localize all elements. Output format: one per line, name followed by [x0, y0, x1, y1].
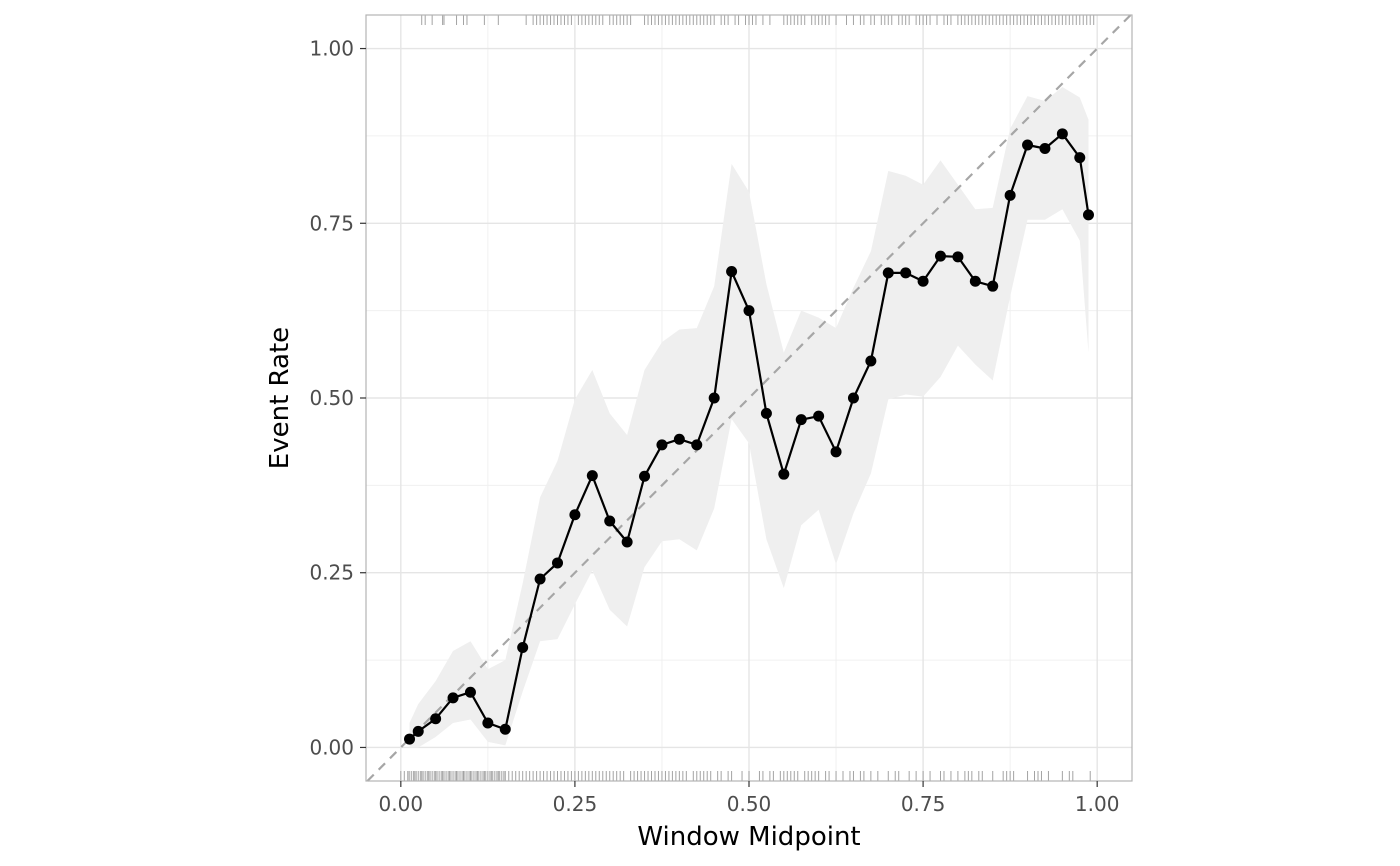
data-point — [987, 280, 999, 292]
data-point — [778, 468, 790, 480]
data-point — [1004, 189, 1016, 201]
y-tick-label: 0.25 — [309, 561, 354, 585]
reference-diagonal-line — [366, 14, 1132, 782]
data-point — [917, 275, 929, 287]
x-tick-label: 0.25 — [553, 792, 598, 816]
data-point — [1074, 152, 1086, 164]
data-point — [691, 439, 703, 451]
x-axis-ticks: 0.00 0.25 0.50 0.75 1.00 — [379, 781, 1120, 816]
x-tick-label: 0.00 — [379, 792, 424, 816]
data-point — [639, 470, 651, 482]
data-point — [552, 557, 563, 569]
data-point — [882, 267, 894, 279]
data-point — [447, 692, 459, 704]
y-tick-label: 0.75 — [309, 211, 354, 235]
x-tick-label: 0.75 — [901, 792, 946, 816]
data-point — [517, 642, 529, 654]
data-point — [430, 713, 442, 725]
data-point — [708, 392, 720, 404]
data-point — [743, 305, 755, 317]
data-point — [726, 265, 738, 277]
data-point — [412, 725, 424, 737]
reference-line-layer — [366, 14, 1132, 782]
y-tick-label: 1.00 — [309, 37, 354, 61]
confidence-band-area — [409, 87, 1089, 748]
data-point — [969, 275, 981, 287]
data-point — [795, 414, 807, 426]
data-point — [673, 433, 685, 445]
x-tick-label: 1.00 — [1075, 792, 1120, 816]
data-point — [482, 717, 494, 729]
rug-marks — [400, 15, 1095, 781]
data-point — [813, 410, 825, 422]
data-point — [1039, 142, 1051, 154]
data-point — [900, 267, 912, 279]
data-point — [499, 723, 511, 735]
data-point — [569, 509, 581, 521]
series-layer — [404, 128, 1094, 745]
data-point — [1082, 209, 1094, 221]
x-tick-label: 0.50 — [727, 792, 772, 816]
data-point — [935, 250, 946, 262]
data-point — [847, 392, 859, 404]
data-point — [621, 536, 633, 548]
data-point — [760, 407, 772, 419]
data-point — [656, 439, 668, 451]
data-point — [404, 733, 416, 745]
y-tick-label: 0.50 — [309, 386, 354, 410]
confidence-band — [409, 87, 1089, 748]
data-point — [830, 446, 842, 458]
data-point — [1022, 139, 1034, 151]
data-point — [534, 573, 546, 585]
data-point — [586, 470, 598, 482]
y-axis-title: Event Rate — [265, 327, 295, 469]
data-point — [604, 515, 616, 527]
x-axis-title: Window Midpoint — [637, 822, 860, 852]
data-point — [952, 251, 964, 263]
data-point — [1056, 128, 1068, 140]
data-point — [464, 686, 476, 698]
y-axis-ticks: 0.00 0.25 0.50 0.75 1.00 — [309, 37, 366, 759]
y-tick-label: 0.00 — [309, 735, 354, 759]
data-point — [865, 355, 877, 367]
